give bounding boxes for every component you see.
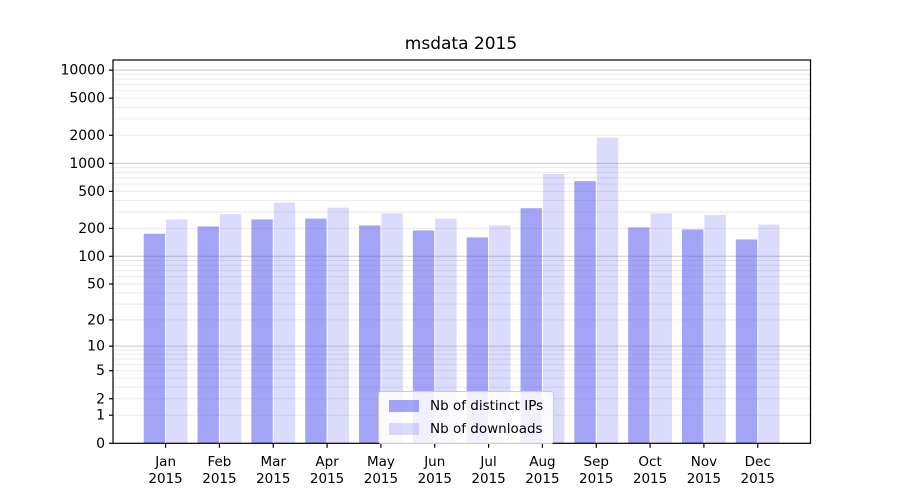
y-tick-label: 2000 [69,128,105,144]
y-tick-label: 0 [96,436,105,452]
x-tick-label-year: 2015 [471,471,505,487]
x-tick-label-year: 2015 [256,471,290,487]
x-tick-label-year: 2015 [741,471,775,487]
legend-label-distinct-ips: Nb of distinct IPs [430,398,544,414]
bar-distinct-ips-jan [143,233,166,444]
legend-item-distinct-ips: Nb of distinct IPs [389,398,543,414]
bar-downloads-nov [704,214,726,444]
bar-downloads-dec [758,224,780,444]
x-tick-label-year: 2015 [633,471,667,487]
y-tick-label: 1 [96,408,105,424]
y-tick-label: 100 [78,249,105,265]
x-tick-label-year: 2015 [202,471,236,487]
x-tick-label-month: Feb [207,454,231,470]
y-tick-label: 200 [78,221,105,237]
legend: Nb of distinct IPs Nb of downloads [378,391,555,444]
x-tick-label-month: Dec [745,454,771,470]
x-tick-label-year: 2015 [579,471,613,487]
chart-title: msdata 2015 [404,34,518,54]
y-tick-label: 1000 [69,156,105,172]
x-tick-label-year: 2015 [148,471,182,487]
y-tick-label: 5000 [69,91,105,107]
legend-swatch-distinct-ips [389,400,419,412]
bar-distinct-ips-nov [682,229,704,444]
x-tick-label-month: May [367,454,395,470]
bar-distinct-ips-apr [305,218,327,444]
bar-distinct-ips-feb [197,226,219,444]
bar-downloads-aug [542,173,565,444]
bar-distinct-ips-jun [412,230,435,444]
bar-downloads-sep [596,137,619,444]
y-tick-label: 50 [87,276,105,292]
x-tick-label-month: Apr [315,454,339,470]
x-tick-label-month: Jun [423,454,445,470]
y-tick-label: 500 [78,184,105,200]
legend-item-downloads: Nb of downloads [389,421,543,437]
bar-distinct-ips-oct [628,227,650,444]
legend-label-downloads: Nb of downloads [430,421,543,437]
y-tick-label: 2 [96,391,105,407]
y-tick-label: 5 [96,363,105,379]
x-tick-label-month: Jan [154,454,176,470]
x-tick-label-month: Nov [691,454,717,470]
bar-downloads-may [381,213,403,444]
x-tick-label-year: 2015 [310,471,344,487]
bar-downloads-apr [327,207,349,444]
bar-downloads-feb [219,214,242,444]
bar-distinct-ips-sep [574,181,596,444]
y-tick-label: 20 [87,312,105,328]
x-tick-label-year: 2015 [364,471,398,487]
bar-downloads-mar [273,202,296,444]
bar-distinct-ips-may [359,225,381,444]
legend-swatch-downloads [389,423,419,435]
x-tick-label-month: Mar [261,454,287,470]
bar-downloads-jul [489,225,511,444]
x-tick-label-month: Jul [479,454,496,470]
x-tick-label-year: 2015 [525,471,559,487]
bar-distinct-ips-mar [251,219,273,444]
bar-downloads-oct [650,213,672,444]
y-tick-label: 10 [87,339,105,355]
bar-distinct-ips-dec [735,239,758,444]
bar-distinct-ips-aug [520,208,542,444]
x-tick-label-month: Oct [638,454,661,470]
x-tick-label-year: 2015 [687,471,721,487]
x-tick-label-year: 2015 [418,471,452,487]
x-tick-label-month: Sep [584,454,609,470]
y-tick-label: 10000 [60,63,105,79]
bar-downloads-jun [435,218,457,444]
x-tick-label-month: Aug [529,454,555,470]
bar-downloads-jan [166,219,188,444]
